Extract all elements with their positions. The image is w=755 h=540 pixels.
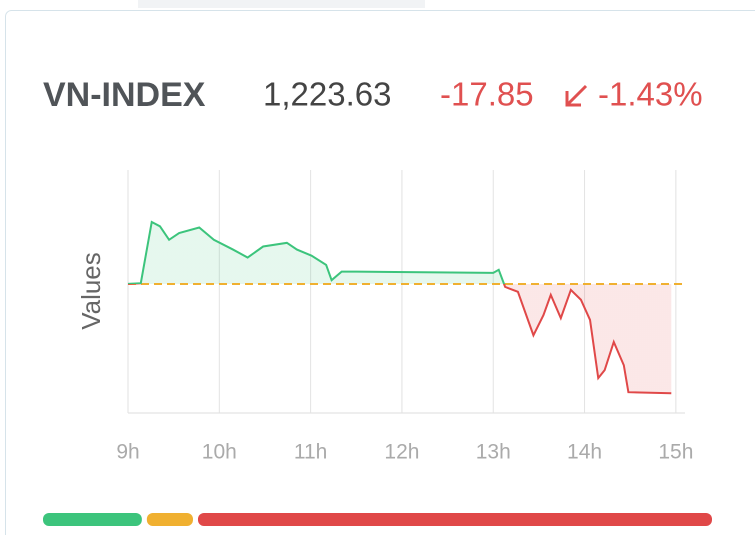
x-tick-label: 14h bbox=[567, 441, 602, 464]
x-tick-label: 9h bbox=[116, 441, 139, 464]
y-axis-label: Values bbox=[76, 252, 106, 330]
top-strip bbox=[138, 0, 425, 8]
down-arrow bbox=[567, 86, 586, 105]
x-tick-label: 10h bbox=[202, 441, 237, 464]
x-tick-label: 13h bbox=[476, 441, 511, 464]
index-name: VN-INDEX bbox=[43, 76, 206, 114]
index-change: -17.85 bbox=[440, 76, 534, 113]
area bbox=[128, 222, 671, 393]
index-price: 1,223.63 bbox=[263, 76, 391, 113]
x-tick-label: 12h bbox=[384, 441, 419, 464]
x-tick-label: 11h bbox=[294, 441, 327, 464]
index-change-percent: -1.43% bbox=[598, 76, 703, 113]
x-tick-label: 15h bbox=[658, 441, 693, 464]
breadth-segment bbox=[198, 513, 712, 526]
breadth-segment bbox=[147, 513, 193, 526]
breadth-segment bbox=[43, 513, 142, 526]
